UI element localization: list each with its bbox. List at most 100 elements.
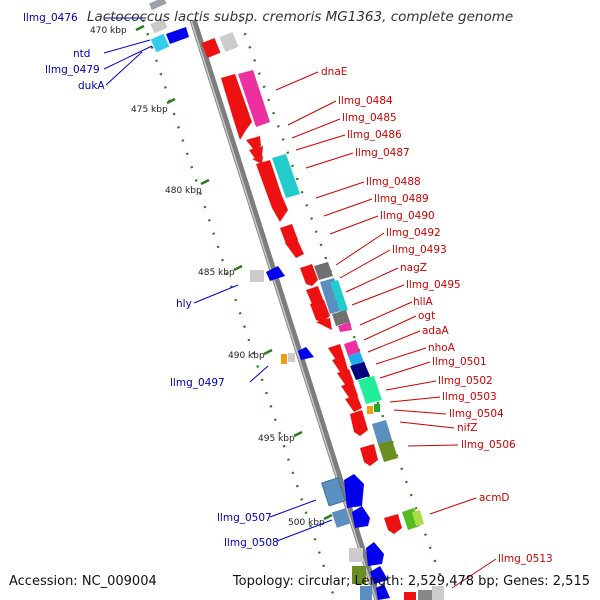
tick-500 (323, 513, 333, 521)
gene-label-nagZ[interactable]: nagZ (400, 262, 427, 274)
gene-label-llmg_0507[interactable]: llmg_0507 (217, 512, 272, 524)
gene-label-llmg_0489[interactable]: llmg_0489 (374, 193, 429, 205)
callout-line (363, 315, 417, 341)
gene-block-steel (372, 420, 392, 444)
gene-arrow (300, 264, 318, 286)
gene-arrow-blue (298, 347, 314, 360)
accession-label: Accession: NC_009004 (9, 574, 157, 589)
gene-arrow (252, 156, 263, 164)
gene-label-llmg_0490[interactable]: llmg_0490 (380, 210, 435, 222)
callout-line (291, 118, 341, 139)
gene-label-ogt[interactable]: ogt (418, 310, 435, 322)
gene-label-hllA[interactable]: hllA (413, 296, 433, 308)
callout-line (393, 409, 447, 415)
gene-block-green (358, 376, 382, 404)
gene-block (288, 353, 295, 362)
gene-block (281, 354, 287, 364)
gene-label-llmg_0495[interactable]: llmg_0495 (406, 279, 461, 291)
gene-arrow (341, 382, 358, 399)
gene-label-llmg_0492[interactable]: llmg_0492 (386, 227, 441, 239)
gene-label-adaA[interactable]: adaA (422, 325, 450, 337)
reverse-callouts (103, 17, 333, 542)
gene-block (150, 18, 168, 34)
gene-block (418, 590, 432, 600)
gene-arrow (345, 395, 362, 412)
callout-line (351, 284, 405, 306)
gene-label-dukA[interactable]: dukA (78, 80, 105, 92)
callout-line (399, 421, 455, 429)
gene-label-llmg_0485[interactable]: llmg_0485 (342, 112, 397, 124)
gene-block (360, 586, 372, 600)
callout-line (359, 301, 413, 326)
gene-block-olive (378, 440, 398, 462)
gene-label-llmg_0486[interactable]: llmg_0486 (347, 129, 402, 141)
gene-label-llmg_0476[interactable]: llmg_0476 (23, 12, 78, 24)
gene-arrow (337, 369, 354, 386)
gene-arrow (360, 444, 378, 466)
gene-arrow (328, 344, 344, 360)
tick-495 (293, 430, 303, 438)
gene-arrow-dnaE (221, 74, 252, 140)
gene-block (331, 508, 351, 528)
callout-line (105, 51, 143, 86)
gene-label-hly[interactable]: hly (176, 298, 192, 310)
gene-block (201, 37, 221, 59)
gene-arrow (310, 300, 330, 322)
gene-arrow-blue (376, 584, 390, 600)
callout-line (287, 100, 337, 126)
gene-arrow (246, 136, 261, 150)
gene-block (149, 0, 167, 10)
gene-label-llmg_0484[interactable]: llmg_0484 (338, 95, 393, 107)
gene-arrow (285, 239, 304, 258)
gene-block (250, 270, 264, 282)
gene-arrow (384, 514, 402, 534)
gene-label-ntd[interactable]: ntd (73, 48, 90, 60)
scale-label-485: 485 kbp (198, 268, 235, 278)
gene-label-llmg_0504[interactable]: llmg_0504 (449, 408, 504, 420)
gene-block-cyan (272, 154, 300, 198)
gene-arrow (332, 356, 348, 372)
tick-475 (166, 97, 176, 105)
callout-line (345, 267, 399, 293)
gene-arrow-blue (352, 506, 370, 528)
gene-label-acmD[interactable]: acmD (479, 492, 510, 504)
gene-label-dnaE[interactable]: dnaE (321, 66, 347, 78)
callout-line (305, 152, 354, 169)
gene-label-llmg_0502[interactable]: llmg_0502 (438, 375, 493, 387)
gene-label-llmg_0503[interactable]: llmg_0503 (442, 391, 497, 403)
gene-block-pink (338, 322, 352, 332)
gene-label-llmg_0479[interactable]: llmg_0479 (45, 64, 100, 76)
gene-label-llmg_0497[interactable]: llmg_0497 (170, 377, 225, 389)
gene-block (314, 262, 333, 280)
callout-line (276, 519, 333, 542)
callout-line (375, 347, 427, 365)
callout-line (451, 558, 497, 589)
gene-label-llmg_0513[interactable]: llmg_0513 (498, 553, 553, 565)
scale-ticks (135, 24, 333, 521)
gene-block (219, 31, 239, 53)
tick-480 (200, 178, 210, 186)
gene-label-nhoA[interactable]: nhoA (428, 342, 456, 354)
gene-label-llmg_0508[interactable]: llmg_0508 (224, 537, 279, 549)
gene-block (332, 310, 350, 326)
callout-line (269, 499, 317, 518)
callout-line (407, 444, 459, 447)
gene-label-llmg_0488[interactable]: llmg_0488 (366, 176, 421, 188)
callout-line (249, 365, 269, 383)
gene-arrow (350, 410, 368, 436)
scale-label-480: 480 kbp (165, 186, 202, 196)
callout-line (103, 39, 151, 54)
genome-stats-label: Topology: circular; Length: 2,529,478 bp… (232, 574, 590, 589)
gene-label-llmg_0501[interactable]: llmg_0501 (432, 356, 487, 368)
gene-label-llmg_0506[interactable]: llmg_0506 (461, 439, 516, 451)
map-title: Lactococcus lactis subsp. cremoris MG136… (87, 9, 514, 25)
gene-block (352, 566, 366, 584)
gene-label-llmg_0487[interactable]: llmg_0487 (355, 147, 410, 159)
forward-callouts (275, 71, 497, 589)
scale-label-495: 495 kbp (258, 434, 295, 444)
callout-line (339, 249, 391, 279)
gene-label-llmg_0493[interactable]: llmg_0493 (392, 244, 447, 256)
gene-label-nifZ[interactable]: nifZ (457, 422, 477, 434)
